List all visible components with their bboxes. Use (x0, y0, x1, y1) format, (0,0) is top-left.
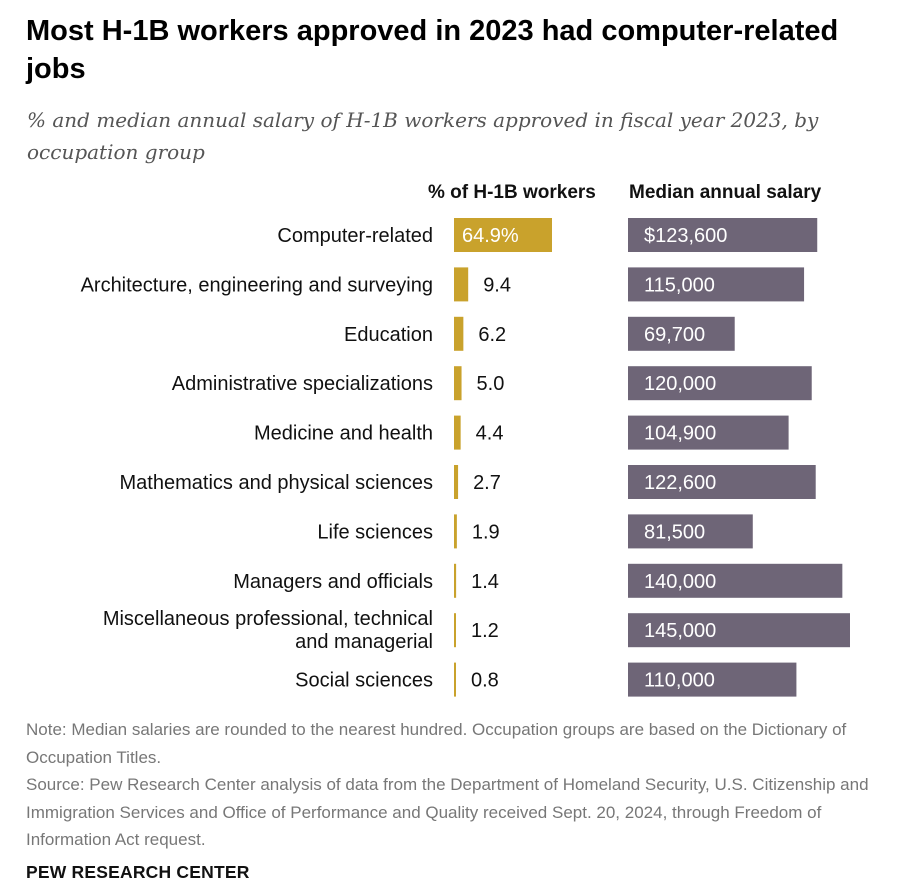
chart-title: Most H-1B workers approved in 2023 had c… (26, 15, 839, 85)
salary-bar (628, 415, 789, 450)
share-value-label: 4.4 (476, 423, 504, 445)
salary-bar (628, 662, 797, 697)
share-value-label: 1.9 (472, 521, 500, 543)
source-text: Source: Pew Research Center analysis of … (26, 775, 869, 849)
category-label: Life sciences (317, 521, 433, 543)
share-bar (454, 662, 456, 697)
salary-bar (628, 613, 850, 648)
share-bar (454, 218, 552, 252)
column-header-share: % of H-1B workers (428, 182, 596, 203)
share-bar (454, 465, 459, 499)
category-label: Administrative specializations (172, 373, 433, 395)
category-label: Social sciences (295, 670, 433, 692)
share-bar (454, 267, 469, 302)
salary-value-label: $123,600 (644, 225, 727, 247)
share-bar (454, 415, 461, 450)
share-bar (454, 563, 457, 598)
share-value-label: 5.0 (477, 373, 505, 395)
share-bar (454, 366, 462, 401)
brand-logo-text: PEW RESEARCH CENTER (26, 862, 250, 882)
salary-value-label: 122,600 (644, 472, 716, 494)
share-bar (454, 613, 456, 648)
salary-value-label: 115,000 (644, 274, 715, 296)
salary-bar (628, 465, 816, 499)
salary-value-label: 81,500 (644, 521, 705, 543)
salary-bar (628, 366, 812, 401)
share-value-label: 1.4 (471, 571, 499, 593)
chart-subtitle: % and median annual salary of H-1B worke… (27, 108, 819, 164)
share-value-label: 2.7 (473, 472, 501, 494)
note-text: Note: Median salaries are rounded to the… (26, 720, 847, 767)
salary-value-label: 140,000 (644, 571, 716, 593)
share-value-label: 0.8 (471, 670, 499, 692)
salary-value-label: 120,000 (644, 373, 716, 395)
category-label: Education (344, 324, 433, 346)
salary-value-label: 104,900 (644, 423, 716, 445)
share-value-label: 1.2 (471, 620, 499, 642)
salary-bar (628, 267, 805, 302)
category-label: Architecture, engineering and surveying (81, 274, 433, 296)
share-value-label: 6.2 (478, 324, 506, 346)
share-bar (454, 316, 464, 351)
category-label: Medicine and health (254, 423, 433, 445)
column-header-salary: Median annual salary (629, 182, 822, 203)
category-label: Computer-related (277, 225, 433, 247)
salary-value-label: 145,000 (644, 620, 716, 642)
category-label: Miscellaneous professional, technical and… (103, 608, 433, 653)
share-value-label: 64.9% (462, 225, 519, 247)
salary-value-label: 110,000 (644, 670, 715, 692)
salary-bar (628, 218, 818, 252)
chart-notes: Note: Median salaries are rounded to the… (26, 716, 886, 854)
salary-bar (628, 563, 843, 598)
category-label: Mathematics and physical sciences (120, 472, 433, 494)
share-bar (454, 514, 457, 549)
salary-bar (628, 316, 735, 351)
salary-bar (628, 514, 753, 549)
category-label: Managers and officials (233, 571, 433, 593)
share-value-label: 9.4 (483, 274, 511, 296)
salary-value-label: 69,700 (644, 324, 705, 346)
